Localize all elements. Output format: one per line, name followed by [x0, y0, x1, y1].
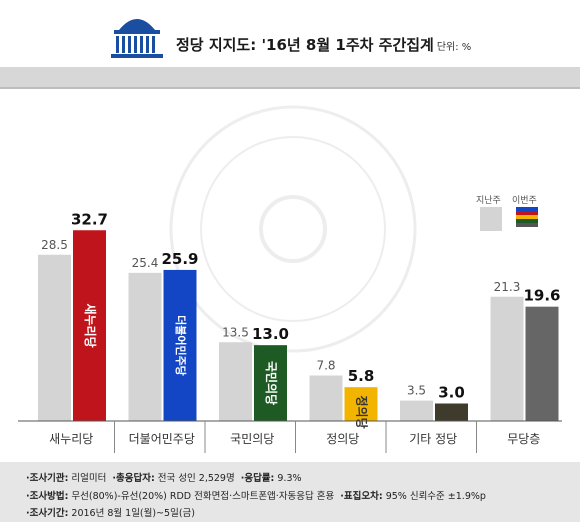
- party-logo-mark: 국민의당: [264, 361, 279, 405]
- bar-prev-week: [490, 296, 524, 421]
- value-label-prev: 7.8: [316, 359, 335, 373]
- period-label: ·조사기간:: [26, 508, 69, 519]
- unit-label: 단위: %: [436, 42, 472, 53]
- agency-value: 리얼미터: [71, 473, 107, 484]
- header: 정당 지지도: '16년 8월 1주차 주간집계 단위: %: [0, 0, 580, 66]
- value-label-current: 5.8: [348, 367, 375, 385]
- bar-current-week: [435, 403, 468, 421]
- x-tick-label: 정의당: [326, 432, 359, 446]
- value-label-current: 13.0: [252, 325, 289, 343]
- party-logo-mark: 정의당: [355, 396, 370, 429]
- rate-value: 9.3%: [277, 473, 302, 484]
- legend-current-swatch: [516, 207, 538, 231]
- party-logo-mark: 더불어민주당: [174, 315, 188, 376]
- value-label-current: 32.7: [71, 210, 108, 228]
- value-label-current: 19.6: [523, 287, 560, 305]
- x-tick-label: 무당층: [507, 432, 540, 446]
- agency-label: ·조사기관:: [26, 473, 69, 484]
- x-tick-label: 국민의당: [230, 432, 274, 446]
- sample-label: ·총응답자:: [112, 473, 155, 484]
- bar-current-week: [525, 306, 559, 421]
- footer-row-3: ·조사기간: 2016년 8월 1일(월)~5일(금): [26, 505, 195, 519]
- period-value: 2016년 8월 1일(월)~5일(금): [71, 508, 195, 519]
- x-tick-label: 더불어민주당: [129, 432, 195, 446]
- value-label-prev: 13.5: [222, 325, 249, 339]
- value-label-prev: 28.5: [41, 238, 68, 252]
- title-text: 정당 지지도: '16년 8월 1주차 주간집계: [176, 36, 434, 54]
- bar-current-week: [344, 387, 378, 421]
- watermark-seal: [169, 105, 417, 353]
- method-label: ·조사방법:: [26, 491, 69, 502]
- footer-row-1: ·조사기관: 리얼미터 ·총응답자: 전국 성인 2,529명 ·응답률: 9.3%: [26, 470, 302, 484]
- value-label-prev: 21.3: [494, 280, 521, 294]
- value-label-prev: 3.5: [407, 384, 426, 398]
- legend-prev-label: 지난주: [476, 196, 501, 206]
- bar-current-week: [254, 345, 287, 421]
- header-band-shadow: [0, 87, 580, 89]
- chart-area: 28.5 32.7 새누리당 25.4 25.9 더불어민주당 13.5 13.0 국민의당 7.…: [0, 89, 580, 459]
- legend-stripe: [516, 207, 538, 211]
- header-band: [0, 67, 580, 87]
- value-label-current: 25.9: [161, 250, 198, 268]
- method-value: 무선(80%)-유선(20%) RDD 전화면접·스마트폰앱·자동응답 혼용: [71, 491, 335, 502]
- value-label-prev: 25.4: [132, 256, 159, 270]
- x-tick-label: 새누리당: [49, 432, 93, 446]
- footer-row-2: ·조사방법: 무선(80%)-유선(20%) RDD 전화면접·스마트폰앱·자동…: [26, 488, 486, 502]
- x-tick-label: 기타 정당: [409, 432, 457, 446]
- party-logo-mark: 새누리당: [83, 304, 98, 348]
- legend-stripe: [516, 219, 538, 223]
- legend-stripe: [516, 215, 538, 219]
- bar-prev-week: [128, 272, 162, 421]
- bar-prev-week: [38, 254, 71, 421]
- legend-stripe: [516, 223, 538, 227]
- rate-label: ·응답률:: [240, 473, 275, 484]
- bar-prev-week: [400, 400, 433, 421]
- sample-value: 전국 성인 2,529명: [157, 473, 235, 484]
- error-value: 95% 신뢰수준 ±1.9%p: [385, 491, 486, 502]
- bar-current-week: [73, 230, 106, 421]
- legend-stripe: [516, 211, 538, 215]
- error-label: ·표집오차:: [340, 491, 383, 502]
- page-title: 정당 지지도: '16년 8월 1주차 주간집계 단위: %: [176, 34, 471, 55]
- bar-prev-week: [219, 342, 252, 421]
- bar-chart: 28.532.7 새누리당 25.4 25.9 더불어민주당 13.5 13.0 국민의당 7.…: [18, 105, 562, 453]
- bar-prev-week: [309, 375, 343, 421]
- bar-current-week: [163, 269, 197, 421]
- legend-current-label: 이번주: [512, 196, 537, 206]
- legend-prev-swatch: [480, 207, 502, 231]
- national-assembly-logo-icon: [111, 19, 163, 58]
- legend: 지난주 이번주: [476, 193, 556, 237]
- value-label-current: 3.0: [438, 384, 465, 402]
- footer: ·조사기관: 리얼미터 ·총응답자: 전국 성인 2,529명 ·응답률: 9.3%…: [0, 462, 580, 522]
